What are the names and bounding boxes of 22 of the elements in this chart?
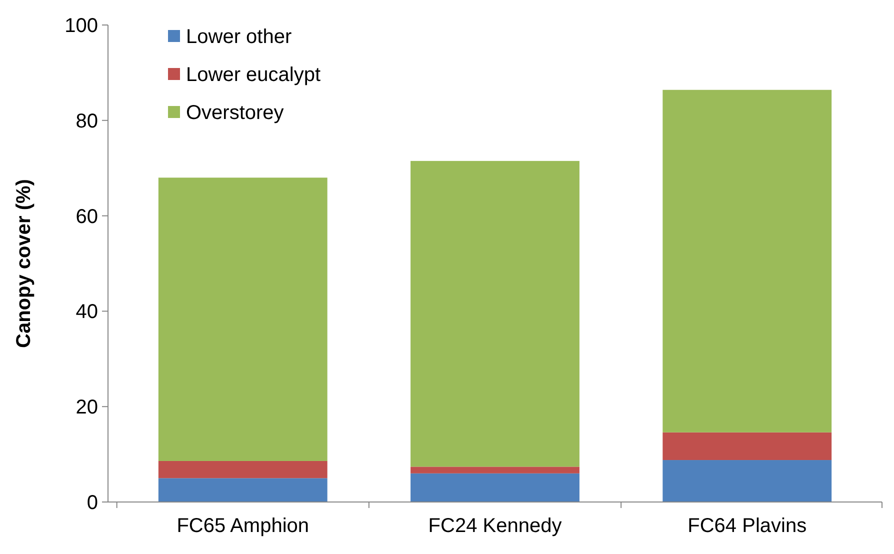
x-tick-label: FC65 Amphion xyxy=(176,515,310,537)
y-tick-label: 60 xyxy=(76,206,98,228)
y-tick-label: 80 xyxy=(76,110,98,132)
bar xyxy=(158,478,328,502)
bar xyxy=(410,473,580,502)
legend-label: Lower other xyxy=(186,26,292,48)
bar xyxy=(158,178,328,461)
bar xyxy=(410,466,580,474)
bar xyxy=(158,460,328,478)
legend-label: Lower eucalypt xyxy=(186,64,321,86)
x-tick-label: FC24 Kennedy xyxy=(428,515,562,537)
y-tick-label: 0 xyxy=(86,492,98,514)
x-tick-label: FC64 Plavins xyxy=(688,515,807,537)
bar xyxy=(662,460,832,502)
bar xyxy=(662,90,832,432)
y-tick-label: 100 xyxy=(64,15,98,37)
y-axis-title: Canopy cover (%) xyxy=(13,179,35,348)
bar xyxy=(662,432,832,460)
y-tick-label: 40 xyxy=(76,301,98,324)
bar xyxy=(410,160,580,467)
y-tick-label: 20 xyxy=(76,396,98,419)
legend-label: Overstorey xyxy=(186,102,284,124)
